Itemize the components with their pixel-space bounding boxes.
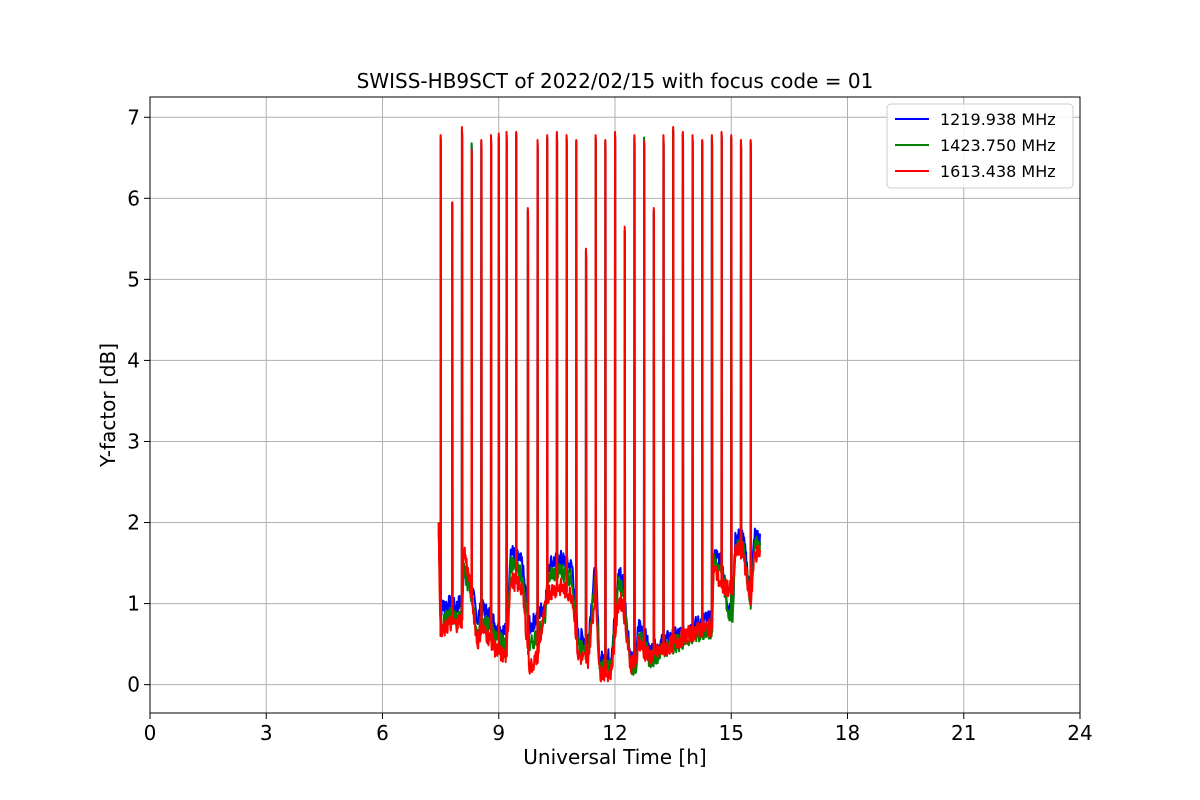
chart-title: SWISS-HB9SCT of 2022/02/15 with focus co… — [357, 69, 874, 93]
y-tick-label: 6 — [127, 186, 140, 210]
x-tick-label: 24 — [1067, 721, 1092, 745]
y-tick-label: 3 — [127, 429, 140, 453]
x-tick-label: 21 — [951, 721, 976, 745]
x-tick-label: 6 — [376, 721, 389, 745]
x-tick-label: 15 — [719, 721, 744, 745]
y-tick-label: 4 — [127, 348, 140, 372]
y-tick-label: 7 — [127, 105, 140, 129]
series-group — [437, 125, 761, 683]
x-tick-label: 12 — [602, 721, 627, 745]
series-line-2 — [437, 125, 761, 683]
y-tick-label: 2 — [127, 511, 140, 535]
y-tick-label: 5 — [127, 267, 140, 291]
legend: 1219.938 MHz 1423.750 MHz 1613.438 MHz — [886, 103, 1074, 189]
legend-label: 1219.938 MHz — [940, 110, 1056, 129]
x-tick-label: 3 — [260, 721, 273, 745]
x-tick-label: 18 — [835, 721, 860, 745]
legend-box — [886, 103, 1074, 189]
y-tick-label: 1 — [127, 592, 140, 616]
x-axis-label: Universal Time [h] — [523, 745, 706, 769]
legend-label: 1613.438 MHz — [940, 162, 1056, 181]
x-tick-label: 9 — [492, 721, 505, 745]
y-axis-label: Y-factor [dB] — [96, 343, 120, 468]
x-tick-label: 0 — [144, 721, 157, 745]
legend-label: 1423.750 MHz — [940, 136, 1056, 155]
y-tick-label: 0 — [127, 673, 140, 697]
